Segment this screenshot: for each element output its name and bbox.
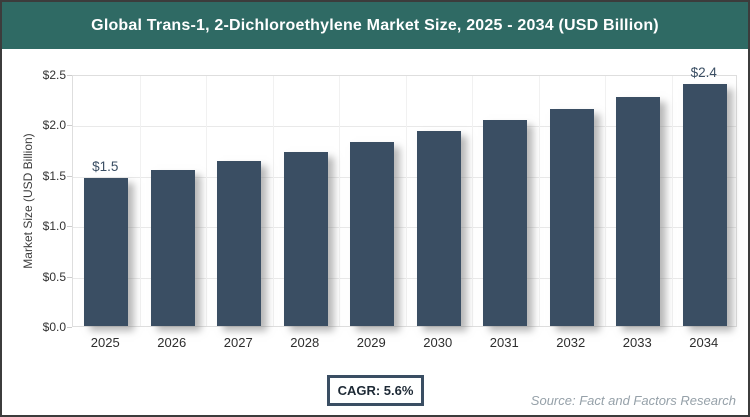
chart-title: Global Trans-1, 2-Dichloroethylene Marke… bbox=[91, 16, 659, 34]
y-axis-tick-mark bbox=[67, 125, 72, 127]
y-axis-tick-label: $2.5 bbox=[42, 68, 66, 82]
bar-value-label-2034: $2.4 bbox=[690, 65, 717, 81]
bar-2032 bbox=[549, 109, 594, 326]
gridline-vertical bbox=[472, 76, 473, 326]
bar-2026 bbox=[150, 169, 195, 326]
x-axis-tick-label: 2029 bbox=[356, 335, 386, 350]
gridline-horizontal bbox=[73, 277, 736, 279]
bar-2034 bbox=[682, 84, 727, 326]
x-axis-tick-label: 2028 bbox=[290, 335, 320, 350]
source-text: Source: Fact and Factors Research bbox=[530, 393, 736, 408]
x-axis-tick-label: 2026 bbox=[157, 335, 187, 350]
cagr-badge: CAGR: 5.6% bbox=[327, 375, 424, 406]
gridline-vertical bbox=[605, 76, 606, 326]
x-axis-tick-label: 2025 bbox=[90, 335, 120, 350]
bar-value-label-2025: $1.5 bbox=[92, 158, 119, 174]
y-axis-tick-label: $2.0 bbox=[42, 118, 66, 133]
x-axis-tick-label: 2031 bbox=[489, 335, 519, 350]
y-axis-tick-label: $0.0 bbox=[42, 320, 66, 334]
bar-2028 bbox=[283, 151, 328, 326]
y-axis-tick-mark bbox=[67, 327, 72, 328]
y-axis-tick-mark bbox=[67, 75, 72, 76]
x-axis-tick-label: 2034 bbox=[689, 335, 719, 350]
bar-2033 bbox=[616, 97, 661, 326]
x-axis-tick-label: 2032 bbox=[556, 335, 586, 350]
x-axis-tick-label: 2030 bbox=[423, 335, 453, 350]
gridline-horizontal bbox=[73, 126, 736, 128]
bar-2030 bbox=[416, 131, 461, 326]
gridline-vertical bbox=[339, 76, 340, 326]
gridline-vertical bbox=[671, 76, 673, 326]
y-axis-tick-label: $1.0 bbox=[42, 219, 66, 234]
y-axis-tick-mark bbox=[67, 276, 72, 278]
chart-title-bar: Global Trans-1, 2-Dichloroethylene Marke… bbox=[2, 2, 748, 49]
bar-2025 bbox=[84, 177, 129, 326]
y-axis-tick-mark bbox=[67, 226, 72, 228]
gridline-horizontal bbox=[73, 176, 736, 178]
x-axis-tick-label: 2033 bbox=[622, 335, 652, 350]
y-axis-title: Market Size (USD Billion) bbox=[21, 133, 35, 269]
y-axis-tick-mark bbox=[67, 175, 72, 177]
bar-2029 bbox=[350, 141, 395, 326]
y-axis-tick-label: $0.5 bbox=[42, 269, 66, 284]
gridline-vertical bbox=[405, 76, 407, 326]
gridline-vertical bbox=[538, 76, 540, 326]
bar-2031 bbox=[483, 120, 528, 326]
bar-2027 bbox=[217, 160, 262, 326]
plot-area bbox=[72, 75, 737, 327]
gridline-vertical bbox=[139, 76, 141, 326]
gridline-vertical bbox=[272, 76, 274, 326]
gridline-horizontal bbox=[73, 227, 736, 229]
gridline-vertical bbox=[206, 76, 207, 326]
y-axis-tick-label: $1.5 bbox=[42, 168, 66, 183]
x-axis-tick-label: 2027 bbox=[223, 335, 253, 350]
